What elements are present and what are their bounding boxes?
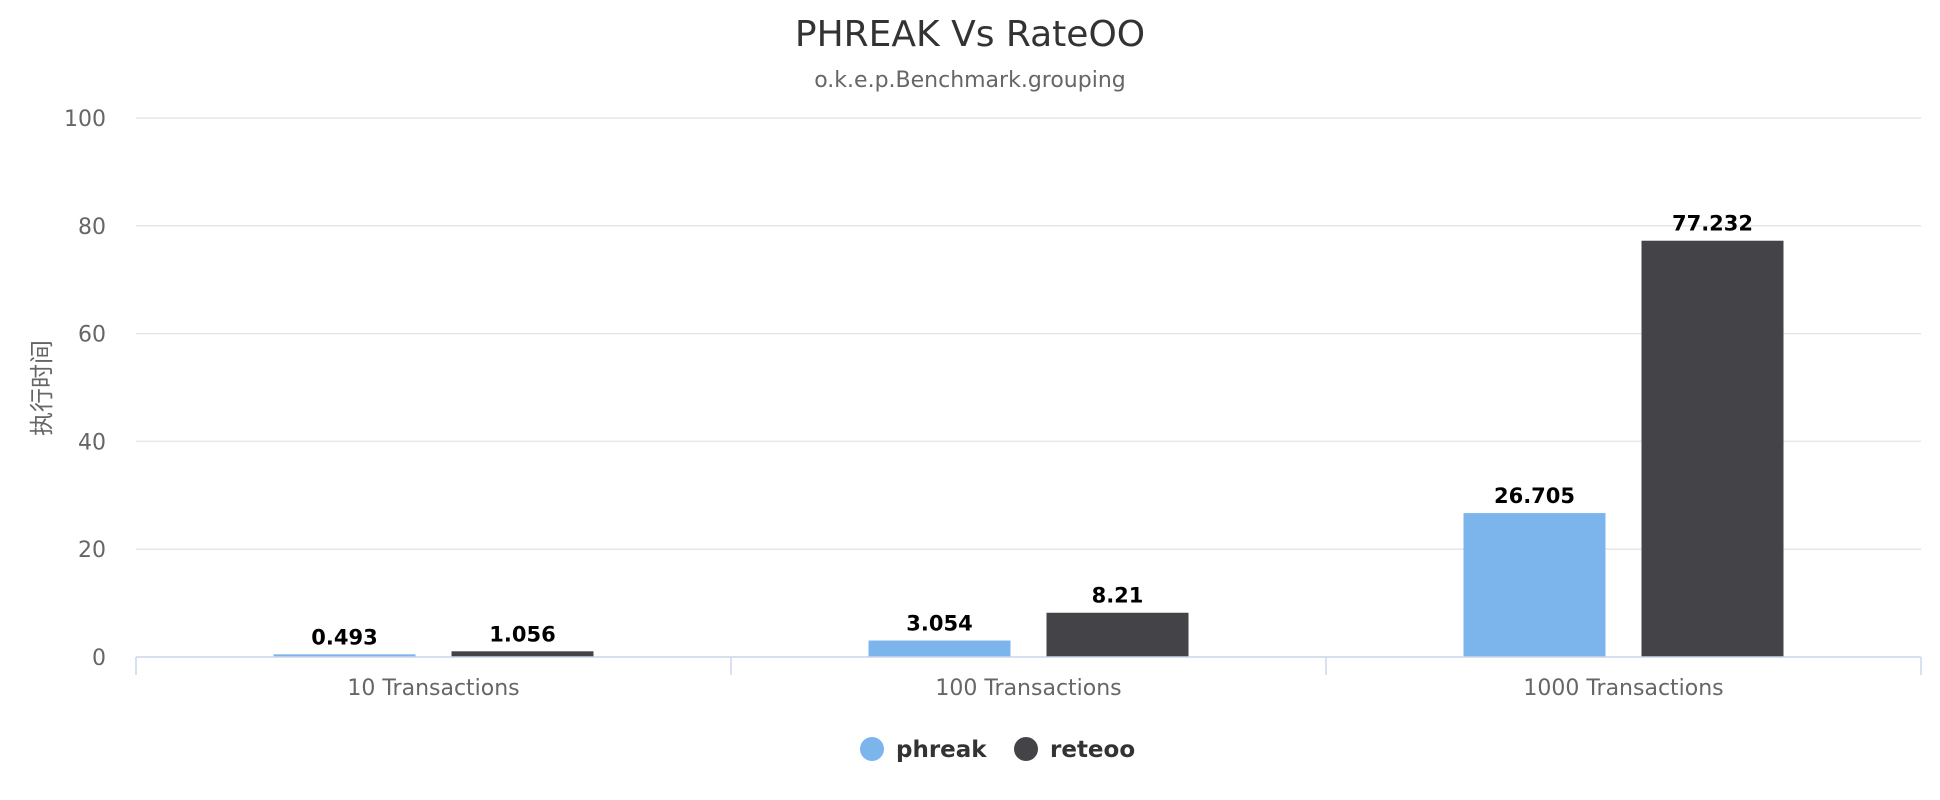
legend-label: reteoo	[1050, 737, 1135, 763]
y-tick-label: 20	[78, 538, 106, 563]
legend-marker	[860, 737, 884, 761]
x-axis-ticks: 10 Transactions 100 Transactions 1000 Tran…	[347, 676, 1723, 701]
x-tick-label: 10 Transactions	[347, 676, 519, 701]
gridlines	[136, 117, 1921, 550]
data-label: 26.705	[1494, 484, 1575, 508]
data-label: 3.054	[906, 612, 972, 636]
chart-subtitle: o.k.e.p.Benchmark.grouping	[814, 68, 1126, 93]
chart-title: PHREAK Vs RateOO	[795, 14, 1145, 55]
bar-reteoo[interactable]	[451, 651, 594, 657]
bar-reteoo[interactable]	[1046, 612, 1189, 657]
data-label: 0.493	[311, 625, 377, 649]
bar-reteoo[interactable]	[1641, 240, 1784, 657]
y-tick-label: 80	[78, 215, 106, 240]
x-tick-label: 100 Transactions	[935, 676, 1121, 701]
data-label: 77.232	[1672, 212, 1753, 236]
bar-phreak[interactable]	[273, 654, 416, 657]
data-label: 1.056	[489, 622, 555, 646]
legend-marker	[1014, 737, 1038, 761]
bar-phreak[interactable]	[868, 640, 1011, 657]
y-tick-label: 40	[78, 430, 106, 455]
y-tick-label: 60	[78, 323, 106, 348]
x-tick-label: 1000 Transactions	[1523, 676, 1723, 701]
legend-label: phreak	[896, 737, 987, 763]
legend-item-phreak[interactable]: phreak	[860, 737, 987, 763]
x-axis	[135, 656, 1922, 675]
bar-phreak[interactable]	[1463, 513, 1606, 657]
bars	[273, 240, 1784, 657]
y-axis-ticks: 0 20 40 60 80 100	[64, 107, 106, 671]
y-tick-label: 100	[64, 107, 106, 132]
legend-item-reteoo[interactable]: reteoo	[1014, 737, 1135, 763]
legend: phreak reteoo	[860, 737, 1135, 763]
data-label: 8.21	[1092, 584, 1144, 608]
y-axis-label: 执行时间	[28, 340, 56, 436]
data-labels: 0.493 1.056 3.054 8.21 26.705 77.232	[311, 212, 1753, 650]
y-tick-label: 0	[92, 646, 106, 671]
